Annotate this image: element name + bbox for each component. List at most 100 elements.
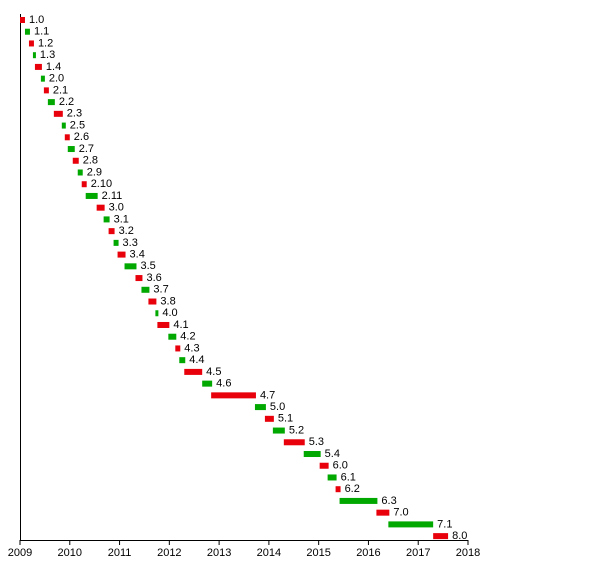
bar [319,462,329,469]
bar [96,204,105,211]
x-tick-label: 2009 [8,547,32,559]
bar [157,321,170,328]
bar [32,52,36,59]
bar [264,415,274,422]
bar [117,251,126,258]
bar [327,474,337,481]
bar-label: 1.3 [40,49,55,61]
bar-label: 3.3 [123,237,138,249]
x-tick-label: 2012 [157,547,181,559]
bar-label: 6.0 [333,460,348,472]
bar-label: 4.6 [216,378,231,390]
bar [124,263,137,270]
x-tick-label: 2018 [456,547,480,559]
bar-label: 5.2 [289,424,304,436]
bar-label: 4.7 [260,389,275,401]
bar-label: 7.1 [437,518,452,530]
bar-label: 4.2 [180,331,195,343]
bar-label: 4.0 [162,307,177,319]
x-tick-label: 2010 [58,547,82,559]
bar [272,427,285,434]
bar-label: 5.4 [325,448,340,460]
bar [339,497,378,504]
x-tick-label: 2013 [207,547,231,559]
bar [283,439,305,446]
bar-label: 3.8 [160,295,175,307]
x-tick-label: 2014 [257,547,281,559]
bar [376,509,390,516]
x-tick-label: 2015 [306,547,330,559]
bar-label: 6.3 [381,495,396,507]
bar-label: 4.3 [184,342,199,354]
bar-label: 3.1 [114,213,129,225]
bar [135,275,143,282]
bar [148,298,157,305]
bar [53,110,63,117]
bar-label: 3.0 [109,202,124,214]
bar-label: 1.4 [46,61,61,73]
bar [67,146,75,153]
x-tick-label: 2011 [108,547,132,559]
bar-label: 5.3 [309,436,324,448]
bar-label: 2.0 [49,73,64,85]
bar [72,157,79,164]
bar [179,357,186,364]
bar [47,99,55,106]
bar-label: 2.7 [79,143,94,155]
bar [168,333,177,340]
bar [388,521,434,528]
bar [303,451,321,458]
bar-label: 1.1 [34,26,49,38]
bar-label: 6.2 [345,483,360,495]
bar-label: 2.5 [70,119,85,131]
bar [113,239,119,246]
bar [141,286,150,293]
bar-label: 8.0 [452,530,467,542]
bar-label: 2.9 [87,166,102,178]
bar [85,192,98,199]
bar-label: 2.11 [102,190,123,202]
bar-label: 4.4 [189,354,204,366]
bar-label: 3.4 [130,249,145,261]
bar-label: 1.0 [29,14,44,26]
bar [184,368,203,375]
bar [103,216,110,223]
bar-label: 5.1 [278,413,293,425]
bar [254,404,266,411]
bar [433,533,449,540]
bar-label: 3.2 [119,225,134,237]
bar [77,169,83,176]
bar [108,228,115,235]
bar [40,75,45,82]
bar-label: 3.7 [153,284,168,296]
bar [24,28,30,35]
bar [28,40,34,47]
bar-label: 2.10 [91,178,112,190]
bar [202,380,213,387]
bar [61,122,66,129]
bar [20,17,25,23]
x-tick-label: 2016 [356,547,380,559]
bar-label: 2.8 [83,155,98,167]
bar-label: 5.0 [270,401,285,413]
bar [175,345,181,352]
bar-label: 4.1 [173,319,188,331]
bar [43,87,49,94]
bar-label: 2.2 [59,96,74,108]
bar-label: 4.5 [206,366,221,378]
bar [155,310,159,317]
bar-label: 6.1 [341,471,356,483]
bar [81,181,87,188]
bar-label: 2.3 [67,108,82,120]
bar-label: 7.0 [393,507,408,519]
bar [335,486,341,493]
bar-label: 2.6 [74,131,89,143]
x-tick-label: 2017 [406,547,430,559]
bar-label: 3.6 [146,272,161,284]
bar [211,392,256,399]
bar-label: 2.1 [53,84,68,96]
bar [64,134,70,141]
bar [34,63,42,70]
bar-label: 1.2 [38,37,53,49]
